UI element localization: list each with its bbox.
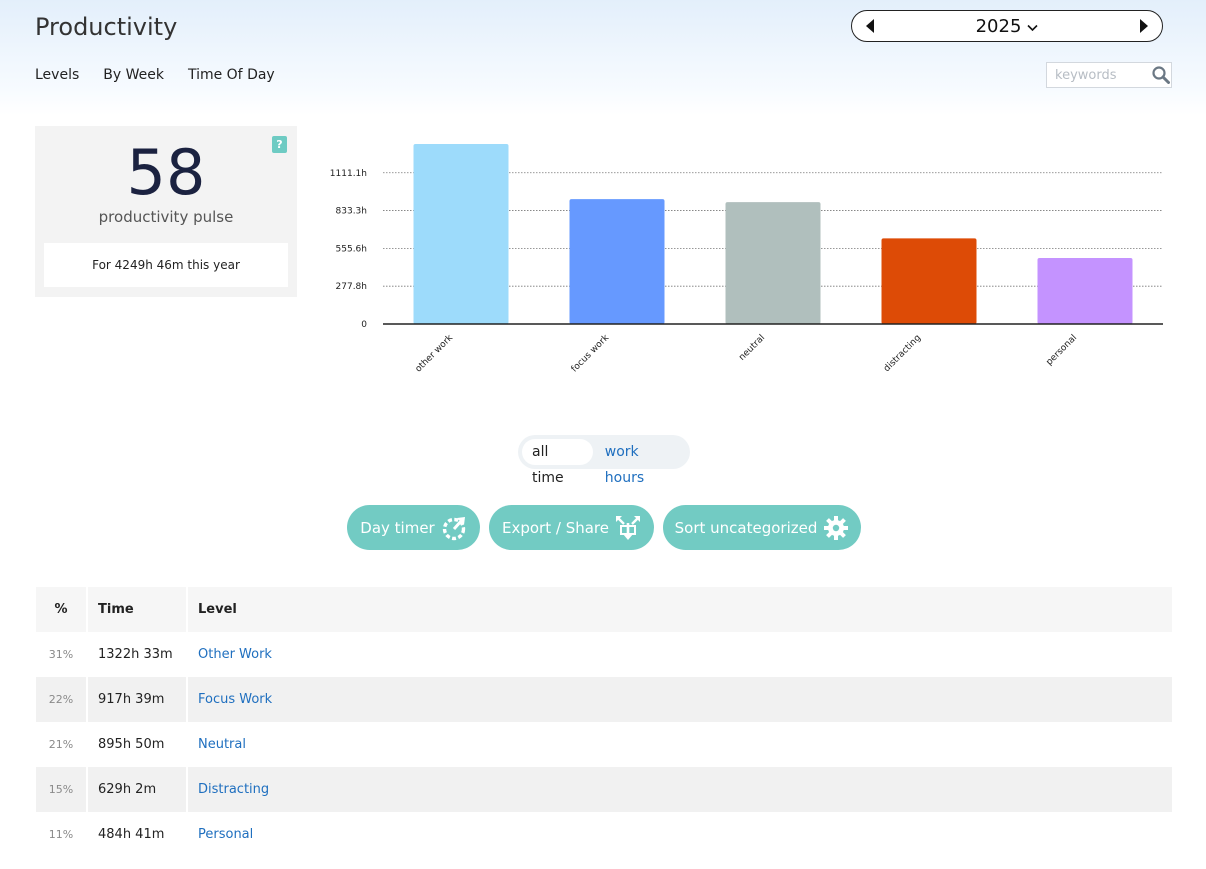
- search-icon[interactable]: [1151, 64, 1171, 86]
- view-tabs: Levels By Week Time Of Day: [35, 64, 275, 86]
- level-link-personal[interactable]: Personal: [198, 827, 254, 842]
- gear-icon: [824, 515, 849, 540]
- help-button[interactable]: ?: [272, 136, 287, 153]
- chart-bar-other-work: [413, 144, 509, 324]
- row-percent: 31%: [48, 648, 74, 661]
- x-category-label: personal: [1045, 333, 1080, 368]
- export-share-label: Export / Share: [502, 518, 609, 537]
- row-time: 629h 2m: [86, 767, 187, 812]
- y-tick-label: 833.3h: [336, 207, 367, 217]
- pulse-score: 58: [126, 136, 206, 209]
- all-time-option[interactable]: all time: [522, 439, 593, 486]
- refresh-timer-icon: [442, 516, 465, 540]
- day-timer-label: Day timer: [360, 518, 435, 537]
- level-link-focus-work[interactable]: Focus Work: [198, 692, 273, 707]
- levels-table: % Time Level 31% 1322h 33m Other Work 22…: [36, 587, 1172, 857]
- row-time: 895h 50m: [86, 722, 187, 767]
- chevron-down-icon: [1027, 24, 1038, 31]
- table-header-row: % Time Level: [36, 587, 1172, 632]
- hours-toggle: all time work hours: [518, 435, 690, 486]
- export-share-button[interactable]: Export / Share: [489, 505, 654, 550]
- next-year-button[interactable]: [1126, 11, 1162, 41]
- y-tick-label: 1111.1h: [330, 169, 367, 179]
- level-link-neutral[interactable]: Neutral: [198, 737, 246, 752]
- search-box: [1046, 62, 1172, 88]
- chart-bar-focus-work: [569, 199, 665, 324]
- chart-bar-personal: [1037, 258, 1133, 324]
- row-percent: 11%: [48, 828, 74, 841]
- column-header-level[interactable]: Level: [186, 587, 1172, 632]
- year-select[interactable]: 2025: [976, 16, 1039, 37]
- caret-right-icon: [1140, 19, 1148, 33]
- y-tick-label: 0: [361, 320, 367, 330]
- year-value: 2025: [975, 15, 1022, 37]
- x-category-label: focus work: [570, 332, 612, 374]
- x-category-label: neutral: [737, 333, 767, 363]
- chart-bar-distracting: [881, 238, 977, 324]
- level-link-distracting[interactable]: Distracting: [198, 782, 270, 797]
- row-time: 917h 39m: [86, 677, 187, 722]
- y-tick-label: 555.6h: [336, 244, 367, 254]
- tab-time-of-day[interactable]: Time Of Day: [187, 67, 275, 83]
- x-category-label: other work: [414, 332, 456, 374]
- row-percent: 21%: [48, 738, 74, 751]
- previous-year-button[interactable]: [852, 11, 888, 41]
- tab-by-week[interactable]: By Week: [103, 67, 164, 83]
- search-input[interactable]: [1047, 64, 1151, 86]
- row-time: 1322h 33m: [86, 632, 187, 677]
- table-row: 31% 1322h 33m Other Work: [36, 632, 1172, 677]
- productivity-pulse-card: ? 58 productivity pulse For 4249h 46m th…: [35, 126, 297, 297]
- table-row: 22% 917h 39m Focus Work: [36, 677, 1172, 722]
- sort-uncategorized-label: Sort uncategorized: [674, 518, 818, 537]
- y-tick-label: 277.8h: [336, 282, 367, 292]
- x-category-label: distracting: [882, 333, 923, 374]
- year-picker: 2025: [851, 10, 1163, 42]
- work-hours-option[interactable]: work hours: [604, 444, 645, 486]
- row-time: 484h 41m: [86, 812, 187, 857]
- sort-uncategorized-button[interactable]: Sort uncategorized: [663, 505, 861, 550]
- caret-left-icon: [866, 19, 874, 33]
- table-row: 15% 629h 2m Distracting: [36, 767, 1172, 812]
- day-timer-button[interactable]: Day timer: [347, 505, 480, 550]
- pulse-total-time: For 4249h 46m this year: [44, 243, 288, 287]
- tab-levels[interactable]: Levels: [35, 67, 80, 83]
- column-header-time[interactable]: Time: [86, 587, 187, 632]
- table-row: 11% 484h 41m Personal: [36, 812, 1172, 857]
- row-percent: 15%: [36, 767, 87, 812]
- pulse-label: productivity pulse: [98, 208, 234, 226]
- page-title: Productivity: [35, 13, 178, 41]
- productivity-bar-chart: 0 277.8h 555.6h 833.3h 1111.1h other work focu…: [330, 144, 1163, 375]
- chart-bar-neutral: [725, 202, 821, 324]
- export-share-icon: [615, 515, 640, 540]
- column-header-percent[interactable]: %: [36, 587, 87, 632]
- table-row: 21% 895h 50m Neutral: [36, 722, 1172, 767]
- level-link-other-work[interactable]: Other Work: [198, 647, 272, 662]
- row-percent: 22%: [36, 677, 87, 722]
